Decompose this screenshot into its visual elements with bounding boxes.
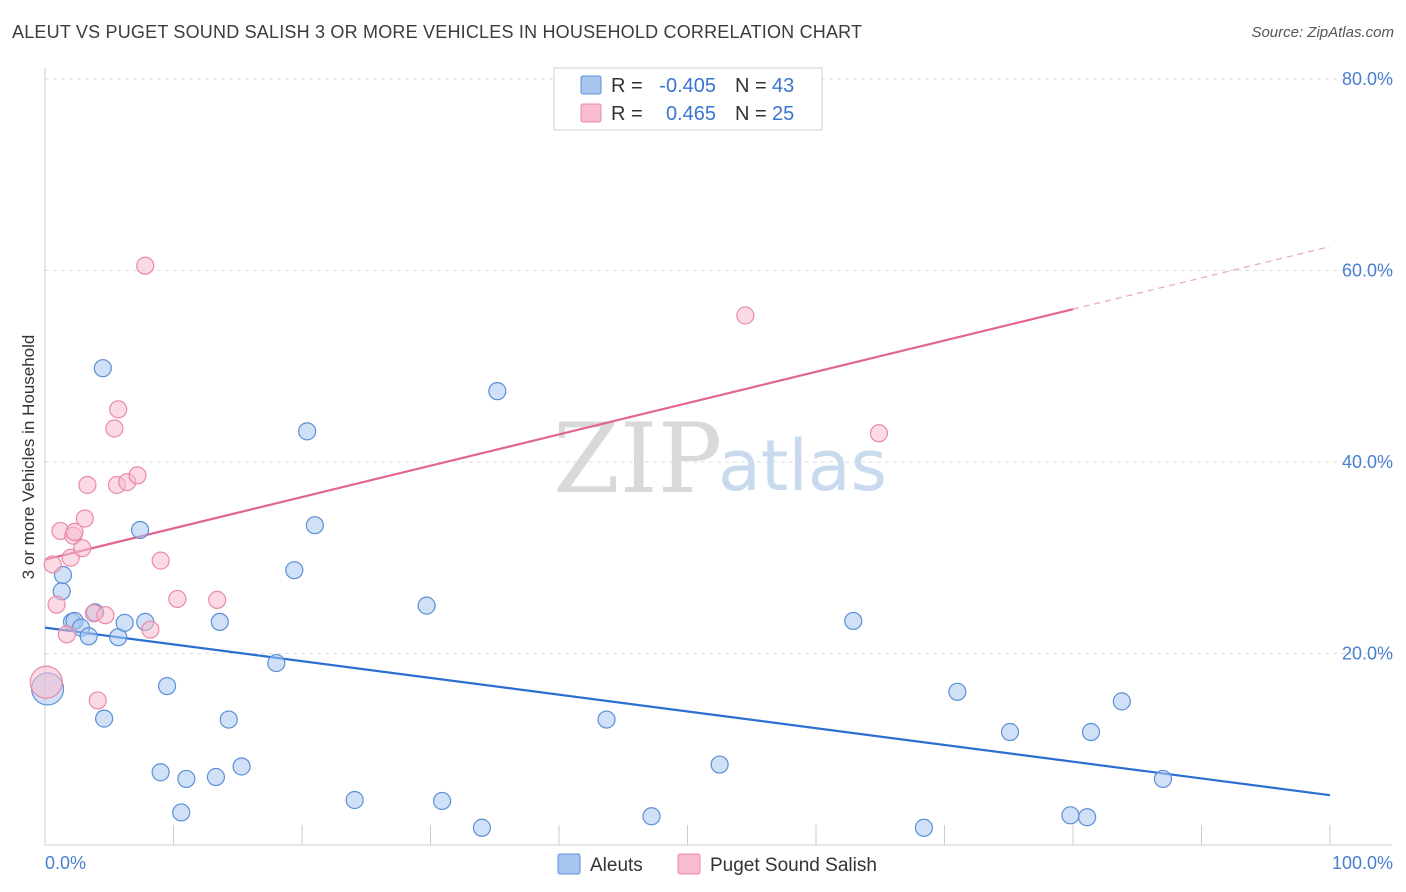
source-label: Source: ZipAtlas.com — [1251, 24, 1394, 41]
point-aleuts-9 — [95, 709, 114, 728]
point-aleuts-21 — [232, 757, 251, 776]
point-salish-10 — [78, 475, 97, 495]
data-points — [29, 256, 1173, 837]
point-aleuts-24 — [298, 422, 317, 441]
bottom-legend-swatch-salish — [677, 853, 701, 875]
point-salish-23 — [208, 590, 227, 609]
watermark: ZIP atlas — [553, 403, 887, 515]
point-aleuts-34 — [844, 611, 863, 631]
point-aleuts-27 — [417, 596, 436, 615]
x-tick-label-0: 0.0% — [45, 853, 86, 873]
point-salish-9 — [75, 509, 94, 528]
point-aleuts-25 — [305, 516, 324, 535]
point-salish-19 — [136, 256, 155, 275]
point-salish-7 — [65, 522, 84, 541]
point-aleuts-36 — [948, 682, 967, 701]
point-aleuts-15 — [157, 676, 177, 696]
trend-lines — [44, 245, 1331, 797]
y-tick-label-0: 20.0% — [1342, 644, 1393, 664]
y-tick-labels: 20.0% 40.0% 60.0% 80.0% — [1342, 69, 1393, 664]
y-tick-label-1: 40.0% — [1342, 452, 1393, 472]
point-aleuts-33 — [710, 755, 729, 774]
y-tick-label-2: 60.0% — [1342, 261, 1393, 281]
point-aleuts-31 — [597, 710, 616, 729]
point-salish-21 — [151, 551, 170, 570]
point-aleuts-18 — [206, 767, 226, 787]
legend-n-value-2: 25 — [772, 103, 794, 125]
point-aleuts-32 — [642, 807, 661, 826]
point-aleuts-12 — [130, 520, 150, 540]
point-aleuts-6 — [79, 627, 98, 646]
point-aleuts-23 — [285, 561, 304, 580]
point-salish-22 — [168, 589, 187, 609]
point-salish-20 — [141, 620, 160, 639]
point-aleuts-40 — [1081, 722, 1101, 742]
point-aleuts-22 — [267, 653, 286, 673]
point-aleuts-35 — [914, 818, 934, 837]
bottom-legend-swatch-aleuts — [557, 853, 581, 875]
legend-n-value-1: 43 — [772, 75, 794, 97]
point-aleuts-20 — [219, 710, 238, 729]
legend-r-value-2: 0.465 — [666, 103, 716, 125]
point-salish-2 — [47, 595, 66, 614]
bottom-legend-label-salish: Puget Sound Salish — [710, 855, 877, 876]
point-salish-12 — [88, 691, 107, 710]
point-aleuts-8 — [93, 359, 112, 378]
x-tick-labels: 0.0% 100.0% — [45, 853, 1393, 873]
point-aleuts-42 — [1153, 769, 1173, 789]
legend-r-label-2: R = — [611, 103, 643, 125]
point-aleuts-16 — [172, 803, 191, 822]
watermark-zip: ZIP — [553, 403, 722, 515]
point-salish-13 — [96, 606, 115, 625]
axes — [44, 68, 1392, 846]
point-aleuts-19 — [210, 612, 229, 632]
point-aleuts-28 — [432, 791, 452, 811]
trend-line-salish-extension — [1072, 245, 1331, 310]
grid-lines — [45, 78, 1392, 654]
bottom-legend: Aleuts Puget Sound Salish — [557, 853, 877, 876]
chart-title: ALEUT VS PUGET SOUND SALISH 3 OR MORE VE… — [12, 22, 863, 42]
legend-r-label-1: R = — [611, 75, 643, 97]
point-aleuts-11 — [115, 613, 134, 632]
trend-line-salish — [44, 308, 1074, 561]
legend-r-value-1: -0.405 — [659, 75, 716, 97]
point-salish-18 — [128, 466, 147, 485]
point-aleuts-39 — [1078, 808, 1097, 827]
point-aleuts-14 — [151, 763, 170, 782]
point-salish-16 — [109, 400, 128, 419]
point-salish-0 — [29, 665, 63, 699]
point-salish-25 — [869, 424, 889, 443]
point-aleuts-30 — [488, 382, 507, 401]
legend-swatch-aleuts — [580, 75, 602, 95]
point-aleuts-17 — [177, 769, 196, 789]
y-axis-title: 3 or more Vehicles in Household — [19, 335, 38, 580]
point-aleuts-37 — [1000, 722, 1020, 742]
x-tick-label-1: 100.0% — [1332, 853, 1393, 873]
legend-n-label-2: N = — [735, 103, 767, 125]
legend-swatch-salish — [580, 103, 602, 123]
bottom-legend-label-aleuts: Aleuts — [590, 855, 643, 876]
point-salish-8 — [73, 539, 92, 558]
point-aleuts-29 — [472, 818, 491, 837]
point-salish-4 — [57, 625, 76, 644]
point-salish-24 — [736, 306, 755, 325]
point-aleuts-38 — [1061, 806, 1080, 825]
legend-n-label-1: N = — [735, 75, 767, 97]
legend-box: R = -0.405 N = 43 R = 0.465 N = 25 — [553, 67, 823, 131]
point-aleuts-41 — [1112, 692, 1131, 711]
watermark-atlas: atlas — [718, 425, 887, 507]
point-salish-14 — [105, 419, 124, 438]
trend-line-aleuts — [44, 626, 1331, 797]
point-salish-1 — [43, 555, 62, 574]
point-aleuts-26 — [345, 790, 364, 810]
y-tick-label-3: 80.0% — [1342, 69, 1393, 89]
